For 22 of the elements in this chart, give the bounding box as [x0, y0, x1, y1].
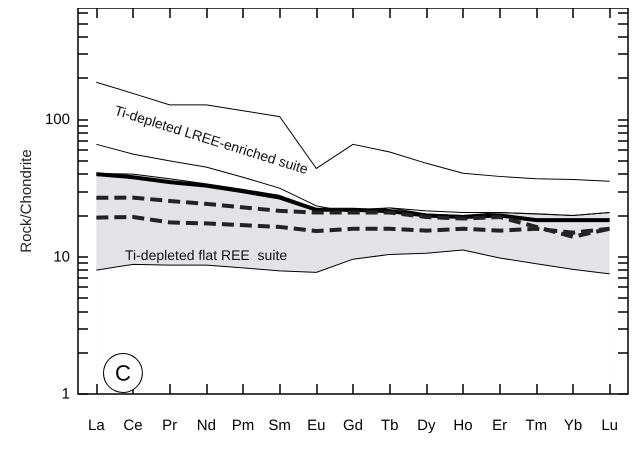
x-tick-label: Yb [564, 417, 582, 434]
x-tick-label: Dy [417, 417, 436, 434]
line-series [96, 82, 610, 182]
x-tick-label: Er [492, 417, 508, 434]
y-axis-title: Rock/Chondrite [18, 149, 36, 253]
x-tick-label: Pm [232, 417, 254, 434]
x-tick-label: Sm [268, 417, 291, 434]
y-tick-label: 10 [53, 248, 70, 266]
x-tick-label: Gd [342, 417, 364, 434]
x-tick-label: Pr [162, 417, 178, 434]
annotation: Ti-depleted flat REE suite [125, 247, 288, 263]
x-tick-label: Tb [380, 417, 398, 434]
x-tick-label: Eu [307, 417, 326, 434]
x-tick-label: Tm [525, 417, 548, 434]
x-tick-label: La [88, 417, 106, 434]
y-tick-label: 1 [62, 386, 70, 402]
x-tick-label: Nd [196, 417, 216, 434]
y-tick-label: 100 [44, 111, 70, 128]
x-tick-label: Ho [453, 417, 473, 434]
annotation: C [115, 360, 131, 386]
x-tick-label: Lu [601, 417, 618, 434]
x-tick-label: Ce [123, 417, 143, 434]
